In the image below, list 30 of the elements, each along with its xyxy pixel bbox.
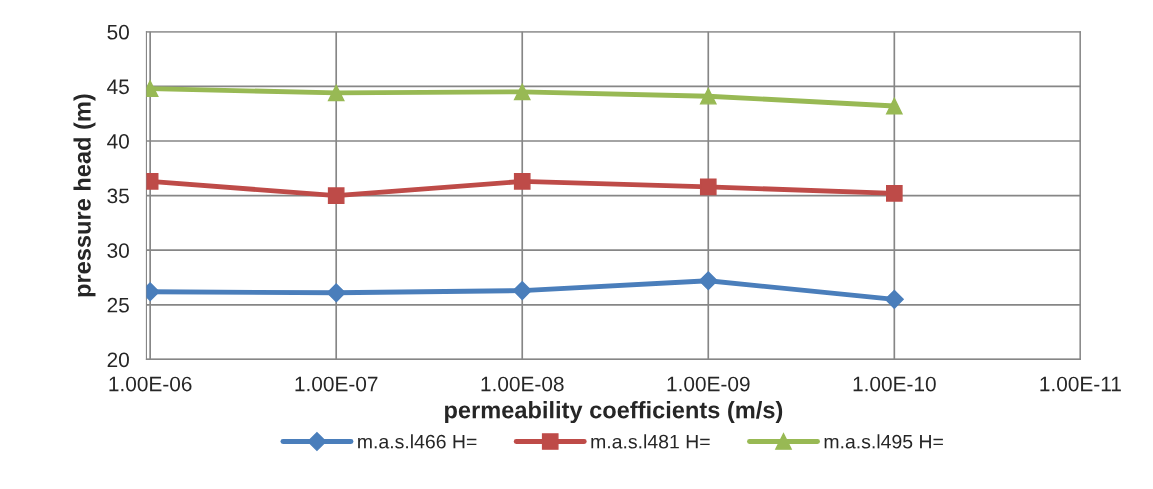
point: [699, 87, 717, 105]
x-tick-label: 1.00E-07: [295, 376, 378, 392]
y-tick-label: 30: [107, 243, 129, 258]
point: [327, 84, 345, 102]
point: [699, 178, 717, 196]
point: [513, 83, 531, 101]
y-tick-label: 45: [107, 79, 129, 95]
legend-label: m.a.s.l466 H=: [358, 434, 477, 449]
x-tick-label: 1.00E-09: [667, 376, 750, 392]
point: [885, 185, 903, 202]
point: [512, 281, 532, 301]
point: [327, 187, 345, 204]
x-axis-title: permeability coefficients (m/s): [445, 401, 783, 424]
point: [326, 283, 346, 303]
y-tick-label: 25: [107, 297, 129, 313]
x-tick-label: 1.00E-08: [481, 376, 564, 392]
y-tick-label: 50: [107, 24, 129, 40]
x-tick-label: 1.00E-10: [853, 376, 936, 392]
point: [698, 271, 718, 291]
point: [513, 173, 531, 190]
y-tick-label: 35: [107, 188, 129, 204]
x-tick-label: 1.00E-11: [1040, 376, 1121, 392]
point: [884, 289, 904, 309]
y-tick-label: 40: [107, 134, 129, 149]
x-tick-label: 1.00E-06: [109, 376, 192, 392]
y-axis-title: pressure head (m): [73, 94, 96, 297]
point: [885, 97, 903, 115]
y-tick-label: 20: [107, 352, 129, 368]
legend-label: m.a.s.l495 H=: [824, 434, 943, 449]
legend-label: m.a.s.l481 H=: [591, 434, 710, 449]
